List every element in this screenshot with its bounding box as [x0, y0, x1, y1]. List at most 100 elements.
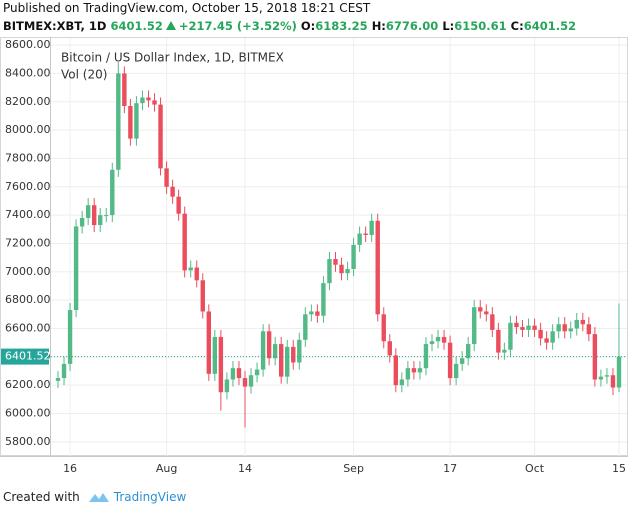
candle-body [586, 324, 592, 335]
h-label: H: [371, 19, 386, 33]
candle-body [176, 196, 181, 214]
y-tick-label: 6600.00 [5, 321, 51, 334]
candle-body [206, 311, 212, 374]
candle-body [98, 215, 103, 226]
candle-body [556, 324, 561, 332]
candle-body [472, 307, 477, 345]
candle-body [266, 331, 272, 359]
candle-body [387, 341, 392, 356]
candle-body [128, 106, 133, 139]
y-tick-label: 7000.00 [5, 265, 51, 278]
candle-body [375, 220, 380, 315]
y-tick-label: 6800.00 [5, 293, 51, 306]
candle-body [152, 100, 157, 105]
c-label: C: [510, 19, 524, 33]
change: +217.45 (+3.52%) [178, 19, 297, 33]
candle-body [104, 215, 109, 217]
candle-body [562, 324, 567, 332]
y-tick-label: 8600.00 [5, 38, 51, 51]
candle-body [297, 339, 302, 363]
candle-body [224, 379, 230, 393]
candle-body [200, 280, 205, 312]
candle-body [79, 217, 85, 227]
candle-body [550, 331, 555, 343]
candle-body [242, 378, 248, 387]
candle-body [399, 379, 405, 386]
candle-body [532, 325, 537, 330]
candle-body [369, 220, 374, 235]
y-tick-label: 7800.00 [5, 151, 51, 164]
candle-body [345, 268, 350, 274]
candle-body [110, 169, 115, 216]
candle-body [140, 97, 145, 104]
logo [88, 493, 109, 502]
candle-body [134, 103, 139, 139]
price-label-box [1, 348, 49, 365]
candle-body [254, 369, 260, 376]
candle-body [309, 311, 314, 315]
y-tick-label: 6200.00 [5, 378, 51, 391]
candle-body [502, 349, 507, 353]
y-tick-label: 7200.00 [5, 236, 51, 249]
y-tick-label: 8400.00 [5, 66, 51, 79]
candle-body [146, 97, 151, 101]
chart-subtitle: Vol (20) [61, 68, 107, 82]
candle-body [122, 73, 127, 107]
candle-body [248, 375, 254, 387]
price-label: 6401.52 [5, 350, 51, 363]
published-line: Published on TradingView.com, October 15… [3, 1, 371, 15]
candle-body [236, 368, 242, 379]
candle-body [441, 336, 447, 343]
candle-body [526, 325, 531, 330]
candle-body [272, 344, 278, 359]
chart-title: Bitcoin / US Dollar Index, 1D, BITMEX [61, 51, 284, 65]
candle-body [291, 346, 296, 363]
x-tick-label: 16 [63, 462, 77, 475]
candle-body [85, 205, 91, 218]
candle-body [285, 346, 290, 377]
x-tick-label: Aug [156, 462, 177, 475]
candle-body [182, 213, 187, 271]
candle-body [73, 226, 79, 311]
candle-body [484, 311, 489, 315]
candle-body [453, 363, 459, 379]
y-tick-label: 7600.00 [5, 180, 51, 193]
candle-body [568, 328, 573, 332]
candle-body [616, 356, 622, 388]
candle-body [91, 205, 97, 226]
y-tick-label: 7400.00 [5, 208, 51, 221]
candle-body [604, 375, 610, 377]
candle-body [514, 322, 519, 328]
candle-body [429, 341, 435, 345]
candle-body [67, 310, 73, 364]
candle-body [478, 307, 483, 312]
o-value: 6183.25 [315, 19, 368, 33]
candle-body [218, 336, 224, 393]
x-tick-label: 17 [443, 462, 457, 475]
y-tick-label: 8000.00 [5, 123, 51, 136]
candle-body [170, 186, 175, 197]
up-arrow [165, 21, 176, 30]
candle-body [465, 344, 471, 359]
candle-body [598, 376, 604, 380]
candle-body [327, 259, 332, 284]
candle-body [303, 314, 308, 340]
candle-body [315, 311, 320, 316]
candle-body [260, 331, 266, 370]
candle-body [393, 355, 399, 386]
candle-body [188, 267, 193, 271]
candle-body [538, 329, 543, 339]
candle-body [321, 283, 326, 316]
candle-body [459, 358, 465, 364]
y-tick-label: 6000.00 [5, 406, 51, 419]
candle-body [580, 319, 586, 325]
o-label: O: [300, 19, 316, 33]
chart: Bitcoin / US Dollar Index, 1D, BITMEX Vo… [0, 37, 628, 475]
candle-body [61, 363, 67, 379]
x-tick-label: 14 [238, 462, 252, 475]
last-price: 6401.52 [110, 19, 163, 33]
created-with: Created with [3, 490, 80, 504]
candle-body [158, 104, 163, 169]
candle-body [417, 368, 423, 373]
x-tick-label: Oct [525, 462, 545, 475]
